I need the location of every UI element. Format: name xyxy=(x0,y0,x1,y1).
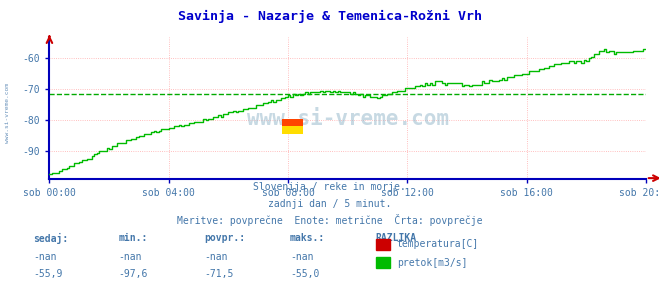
Text: sedaj:: sedaj: xyxy=(33,233,68,244)
Text: -55,0: -55,0 xyxy=(290,269,320,279)
Text: -nan: -nan xyxy=(204,252,228,262)
Text: pretok[m3/s]: pretok[m3/s] xyxy=(397,257,467,268)
Text: www.si-vreme.com: www.si-vreme.com xyxy=(246,109,449,129)
Text: -nan: -nan xyxy=(33,252,57,262)
Text: -nan: -nan xyxy=(290,252,314,262)
Text: zadnji dan / 5 minut.: zadnji dan / 5 minut. xyxy=(268,199,391,209)
Text: -55,9: -55,9 xyxy=(33,269,63,279)
Text: -71,5: -71,5 xyxy=(204,269,234,279)
Text: RAZLIKA: RAZLIKA xyxy=(376,233,416,243)
Text: -nan: -nan xyxy=(119,252,142,262)
Text: temperatura[C]: temperatura[C] xyxy=(397,239,479,249)
Bar xyxy=(282,118,303,126)
Text: maks.:: maks.: xyxy=(290,233,325,243)
Text: povpr.:: povpr.: xyxy=(204,233,245,243)
Text: Savinja - Nazarje & Temenica-Rožni Vrh: Savinja - Nazarje & Temenica-Rožni Vrh xyxy=(177,10,482,23)
Text: min.:: min.: xyxy=(119,233,148,243)
Text: Slovenija / reke in morje.: Slovenija / reke in morje. xyxy=(253,182,406,192)
Text: -97,6: -97,6 xyxy=(119,269,148,279)
Bar xyxy=(282,126,303,134)
Text: www.si-vreme.com: www.si-vreme.com xyxy=(5,83,11,143)
Bar xyxy=(282,118,303,134)
Text: Meritve: povprečne  Enote: metrične  Črta: povprečje: Meritve: povprečne Enote: metrične Črta:… xyxy=(177,214,482,226)
